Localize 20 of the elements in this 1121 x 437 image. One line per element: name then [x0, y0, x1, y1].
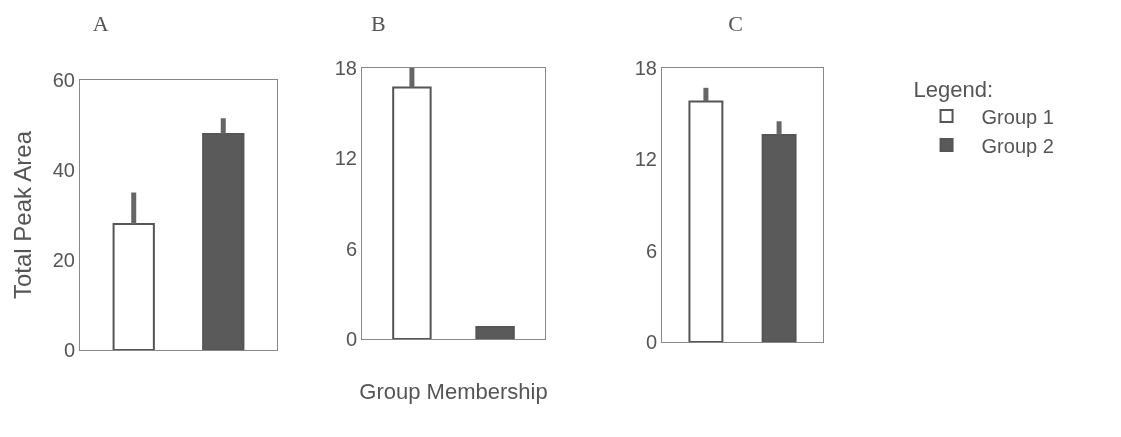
chart-title: C [728, 10, 743, 36]
x-axis-title: Group Membership [359, 378, 548, 404]
y-tick-label: 60 [52, 69, 75, 91]
y-tick-label: 0 [345, 328, 357, 350]
y-tick-label: 20 [52, 249, 75, 271]
legend-label: Group 2 [981, 134, 1054, 157]
chart-title: B [371, 10, 386, 36]
y-axis-title: Total Peak Area [8, 130, 36, 300]
legend-label: Group 1 [981, 105, 1054, 128]
y-tick-label: 12 [334, 147, 357, 170]
y-tick-label: 40 [52, 159, 75, 181]
y-tick-label: 6 [645, 239, 657, 262]
y-tick-label: 18 [334, 57, 357, 79]
y-tick-label: 0 [645, 331, 657, 353]
legend-title: Legend: [913, 76, 994, 102]
y-tick-label: 12 [634, 148, 657, 171]
y-tick-label: 18 [634, 57, 657, 79]
chart-title: A [92, 10, 109, 36]
y-tick-label: 0 [63, 339, 75, 361]
y-tick-label: 6 [345, 237, 357, 260]
